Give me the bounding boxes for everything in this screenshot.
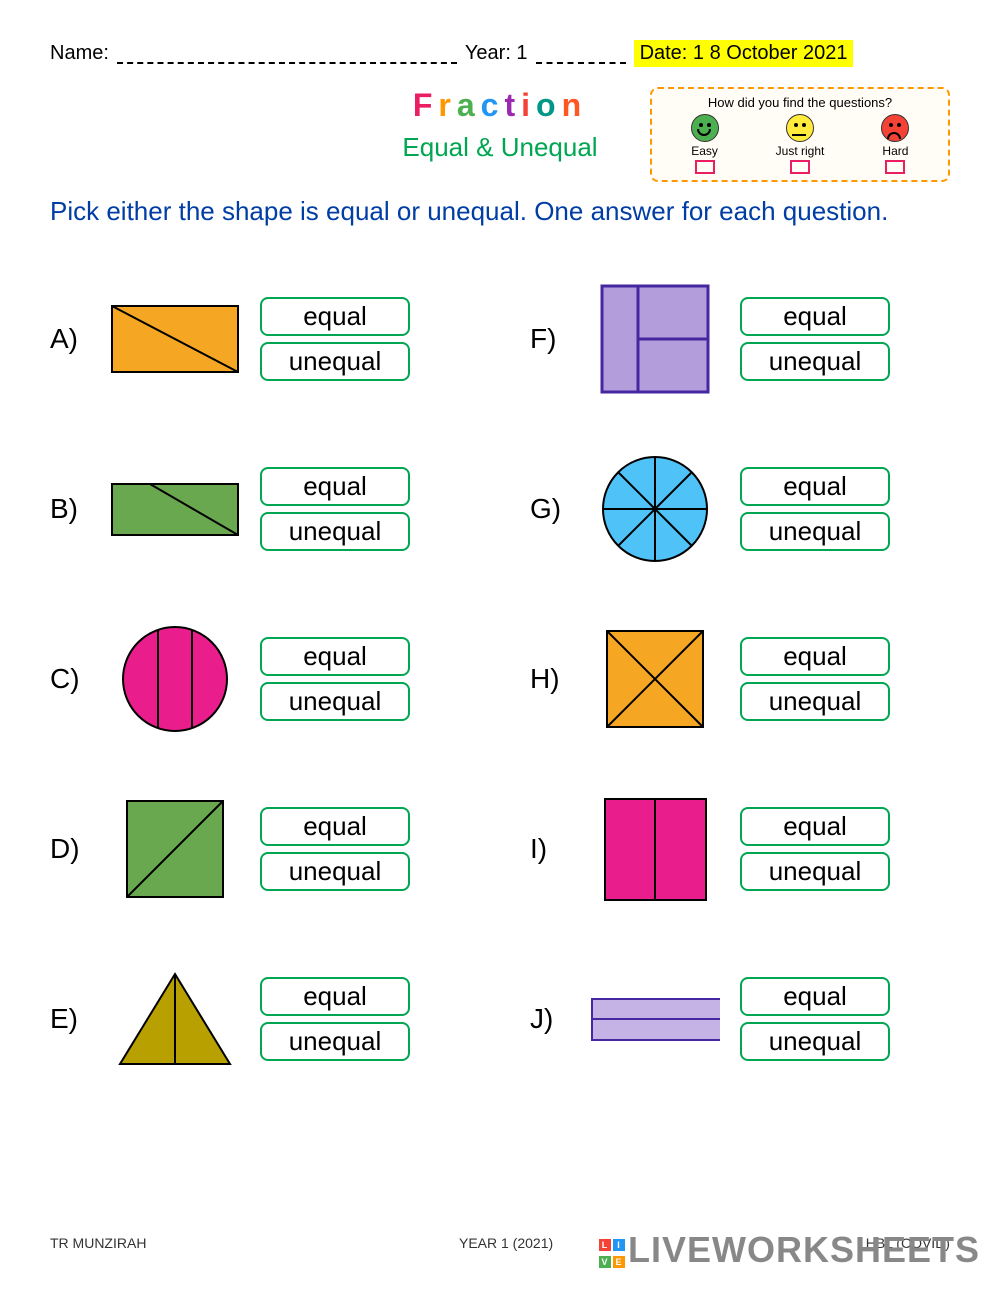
answer-equal-D[interactable]: equal [260,807,410,846]
rating-justright-label: Just right [776,144,825,158]
answer-unequal-D[interactable]: unequal [260,852,410,891]
shape-A [110,279,240,399]
question-F: F) equal unequal [530,279,950,399]
question-C: C) equal unequal [50,619,470,739]
date-label: Date: 1 8 October 2021 [634,40,854,67]
rating-hard-label: Hard [881,144,909,158]
question-J: J) equal unequal [530,959,950,1079]
question-label: A) [50,323,90,355]
question-label: C) [50,663,90,695]
question-G: G) equal unequal [530,449,950,569]
shape-B [110,449,240,569]
questions-grid: A) equal unequal F) equal unequal B) equ… [50,279,950,1079]
shape-G [590,449,720,569]
answer-unequal-A[interactable]: unequal [260,342,410,381]
answer-equal-G[interactable]: equal [740,467,890,506]
watermark: LI VE LIVEWORKSHEETS [598,1229,980,1271]
answer-equal-B[interactable]: equal [260,467,410,506]
shape-J [590,959,720,1079]
shape-F [590,279,720,399]
face-hard-icon [881,114,909,142]
rating-question: How did you find the questions? [662,95,938,110]
title-row: Fraction Equal & Unequal How did you fin… [50,87,950,163]
instructions: Pick either the shape is equal or unequa… [50,193,950,229]
answer-unequal-E[interactable]: unequal [260,1022,410,1061]
answer-unequal-B[interactable]: unequal [260,512,410,551]
question-label: J) [530,1003,570,1035]
rating-justright-checkbox[interactable] [790,160,810,174]
question-label: E) [50,1003,90,1035]
footer-left: TR MUNZIRAH [50,1235,146,1251]
question-label: D) [50,833,90,865]
question-label: G) [530,493,570,525]
answer-unequal-G[interactable]: unequal [740,512,890,551]
name-blank[interactable] [117,44,457,64]
answer-equal-H[interactable]: equal [740,637,890,676]
answer-unequal-J[interactable]: unequal [740,1022,890,1061]
question-I: I) equal unequal [530,789,950,909]
face-justright-icon [786,114,814,142]
name-label: Name: [50,42,109,65]
year-label: Year: 1 [465,42,528,65]
header-line: Name: Year: 1 Date: 1 8 October 2021 [50,40,950,67]
shape-C [110,619,240,739]
answer-equal-I[interactable]: equal [740,807,890,846]
question-E: E) equal unequal [50,959,470,1079]
rating-easy-checkbox[interactable] [695,160,715,174]
answer-equal-J[interactable]: equal [740,977,890,1016]
shape-I [590,789,720,909]
question-B: B) equal unequal [50,449,470,569]
rating-box: How did you find the questions? Easy Jus… [650,87,950,182]
face-easy-icon [691,114,719,142]
answer-equal-A[interactable]: equal [260,297,410,336]
shape-E [110,959,240,1079]
shape-D [110,789,240,909]
question-label: H) [530,663,570,695]
question-D: D) equal unequal [50,789,470,909]
footer-center: YEAR 1 (2021) [459,1235,553,1251]
answer-unequal-I[interactable]: unequal [740,852,890,891]
answer-equal-F[interactable]: equal [740,297,890,336]
question-label: F) [530,323,570,355]
question-label: B) [50,493,90,525]
answer-equal-C[interactable]: equal [260,637,410,676]
question-label: I) [530,833,570,865]
rating-hard-checkbox[interactable] [885,160,905,174]
rating-easy-label: Easy [691,144,719,158]
year-blank[interactable] [536,44,626,64]
question-H: H) equal unequal [530,619,950,739]
shape-H [590,619,720,739]
answer-unequal-C[interactable]: unequal [260,682,410,721]
question-A: A) equal unequal [50,279,470,399]
answer-unequal-H[interactable]: unequal [740,682,890,721]
answer-equal-E[interactable]: equal [260,977,410,1016]
answer-unequal-F[interactable]: unequal [740,342,890,381]
